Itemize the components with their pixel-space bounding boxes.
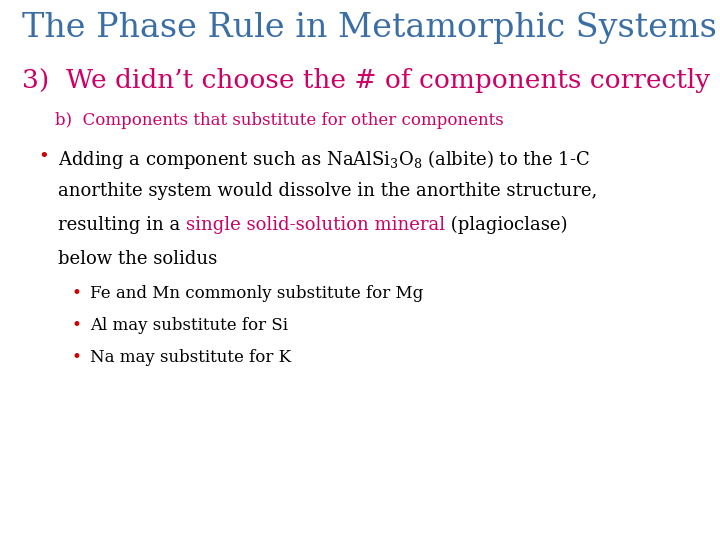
Text: •: • — [72, 285, 82, 302]
Text: below the solidus: below the solidus — [58, 250, 217, 268]
Text: (plagioclase): (plagioclase) — [445, 216, 567, 234]
Text: anorthite system would dissolve in the anorthite structure,: anorthite system would dissolve in the a… — [58, 182, 598, 200]
Text: resulting in a: resulting in a — [58, 216, 186, 234]
Text: •: • — [38, 148, 49, 166]
Text: b)  Components that substitute for other components: b) Components that substitute for other … — [55, 112, 504, 129]
Text: Fe and Mn commonly substitute for Mg: Fe and Mn commonly substitute for Mg — [90, 285, 423, 302]
Text: Adding a component such as NaAlSi$\mathregular{_3}$O$\mathregular{_8}$ (albite) : Adding a component such as NaAlSi$\mathr… — [58, 148, 590, 171]
Text: Al may substitute for Si: Al may substitute for Si — [90, 317, 288, 334]
Text: 3)  We didn’t choose the # of components correctly: 3) We didn’t choose the # of components … — [22, 68, 710, 93]
Text: The Phase Rule in Metamorphic Systems: The Phase Rule in Metamorphic Systems — [22, 12, 717, 44]
Text: •: • — [72, 349, 82, 366]
Text: single solid-solution mineral: single solid-solution mineral — [186, 216, 445, 234]
Text: •: • — [72, 317, 82, 334]
Text: Na may substitute for K: Na may substitute for K — [90, 349, 291, 366]
